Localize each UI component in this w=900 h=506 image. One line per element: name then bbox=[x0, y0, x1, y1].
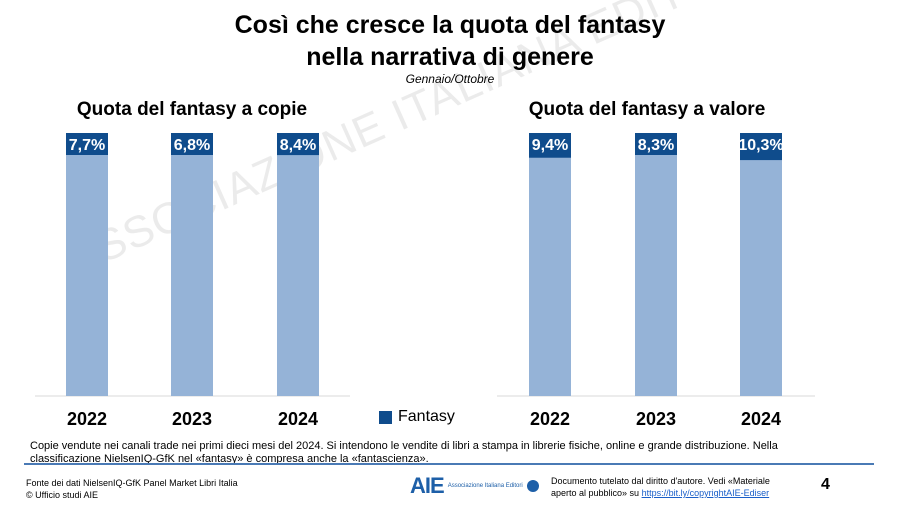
charts: 7,7% 2022 6,8% 2023 8,4% 2024 9,4% 2022 8,3% 2023… bbox=[35, 133, 815, 429]
bar-fantasy bbox=[171, 133, 213, 155]
bar-rest bbox=[171, 133, 213, 396]
legend-swatch bbox=[379, 410, 392, 424]
x-tick-label: 2024 bbox=[278, 409, 318, 429]
logo-subtitle: Associazione Italiana Editori bbox=[447, 482, 523, 489]
bar-rest bbox=[66, 133, 108, 396]
bar-rest bbox=[529, 133, 571, 396]
bar-fantasy bbox=[635, 133, 677, 155]
rights-text: Documento tutelato dal diritto d'autore.… bbox=[551, 476, 770, 498]
bar-fantasy bbox=[277, 133, 319, 156]
source: Fonte dei dati NielsenIQ-GfK Panel Marke… bbox=[26, 477, 238, 501]
x-tick-label: 2024 bbox=[741, 409, 781, 429]
bar-rest bbox=[635, 133, 677, 396]
x-tick-label: 2023 bbox=[172, 409, 212, 429]
data-label: 7,7% bbox=[69, 137, 105, 154]
footnote: Copie vendute nei canali trade nei primi… bbox=[30, 440, 778, 465]
bar-fantasy bbox=[740, 133, 782, 161]
x-tick-label: 2022 bbox=[67, 409, 107, 429]
logo-emblem bbox=[526, 480, 539, 492]
data-label: 10,3% bbox=[738, 137, 783, 154]
chart-title-copies: Quota del fantasy a copie bbox=[76, 99, 308, 120]
logo-mark: AIE bbox=[410, 473, 445, 498]
x-tick-label: 2022 bbox=[530, 409, 570, 429]
bar-fantasy bbox=[66, 133, 108, 155]
legend: Fantasy bbox=[379, 408, 455, 426]
data-label: 9,4% bbox=[532, 137, 568, 154]
copyright-text: © Ufficio studi AIE bbox=[26, 490, 98, 500]
bar-fantasy bbox=[529, 133, 571, 158]
data-label: 6,8% bbox=[174, 137, 210, 154]
bar-rest bbox=[740, 133, 782, 396]
aie-logo: AIE Associazione Italiana Editori bbox=[410, 473, 539, 499]
page-title: Così che cresce la quota del fantasy bbox=[234, 11, 666, 39]
divider bbox=[24, 463, 874, 465]
legend-label: Fantasy bbox=[398, 408, 455, 425]
subtitle: Gennaio/Ottobre bbox=[405, 72, 495, 86]
x-tick-label: 2023 bbox=[636, 409, 676, 429]
bar-rest bbox=[277, 133, 319, 396]
chart-title-value: Quota del fantasy a valore bbox=[528, 99, 766, 120]
page-title-line2: nella narrativa di genere bbox=[306, 43, 594, 71]
source-text: Fonte dei dati NielsenIQ-GfK Panel Marke… bbox=[26, 478, 238, 488]
data-label: 8,4% bbox=[280, 137, 316, 154]
data-label: 8,3% bbox=[638, 137, 674, 154]
page-number: 4 bbox=[821, 476, 830, 493]
rights-notice: Documento tutelato dal diritto d'autore.… bbox=[551, 475, 791, 499]
copyright-link[interactable]: https://bit.ly/copyrightAIE-Ediser bbox=[641, 488, 770, 498]
